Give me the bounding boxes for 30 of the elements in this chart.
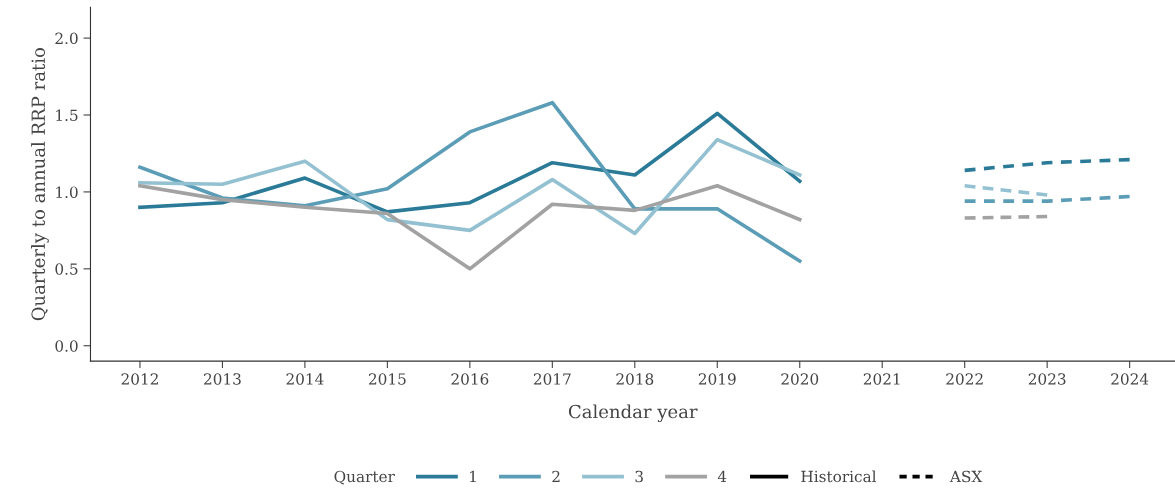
line-series <box>138 111 802 214</box>
x-tick-label: 2014 <box>286 373 324 385</box>
y-tick-label: 0.5 <box>55 263 78 275</box>
x-tick-label: 2016 <box>451 373 489 385</box>
x-tick-label: 2024 <box>1111 373 1149 385</box>
x-tick-label: 2013 <box>204 373 241 385</box>
x-tick-label: 2017 <box>533 373 571 385</box>
x-tick-label: 2012 <box>121 373 158 385</box>
legend-label: 2 <box>552 470 560 482</box>
x-tick-label: 2018 <box>616 373 654 385</box>
x-tick-label: 2015 <box>368 373 406 385</box>
line-series <box>138 137 802 236</box>
x-tick-label: 2019 <box>698 373 736 385</box>
line-series <box>138 183 802 271</box>
y-tick-label: 1.5 <box>56 109 78 122</box>
text: Historical <box>801 470 877 483</box>
legend-label: 4 <box>717 470 727 482</box>
x-tick-label: 2023 <box>1028 373 1066 385</box>
x-tick-label: 2020 <box>781 373 819 385</box>
y-tick-label: 2.0 <box>55 32 78 45</box>
x-tick-label: 2021 <box>863 373 900 385</box>
y-axis-title: Quarterly to annual RRP ratio <box>31 47 49 321</box>
text: ASX <box>949 470 983 483</box>
legend-title: Quarter <box>334 470 395 485</box>
x-tick-label: 2022 <box>946 373 983 385</box>
y-tick-label: 1.0 <box>56 186 78 198</box>
legend-label: 3 <box>635 470 643 483</box>
x-axis-title: Calendar year <box>568 404 698 423</box>
legend-label: 1 <box>470 470 476 482</box>
y-tick-label: 0.0 <box>55 340 78 352</box>
